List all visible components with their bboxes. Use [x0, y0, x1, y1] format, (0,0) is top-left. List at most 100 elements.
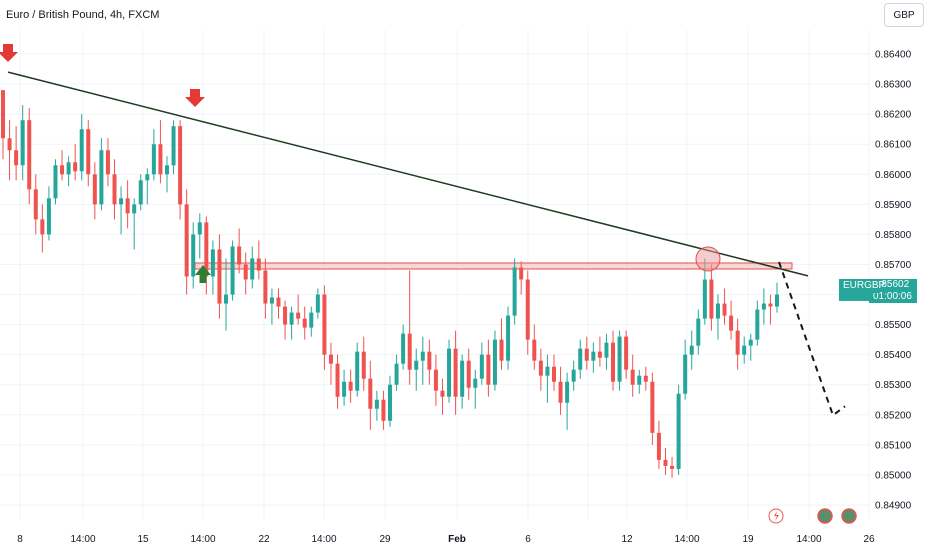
candle-body: [571, 369, 576, 382]
candle-body: [355, 351, 360, 391]
candle-body: [79, 129, 84, 172]
candle-body: [20, 120, 25, 166]
candle-body: [460, 360, 465, 397]
candle-body: [617, 336, 622, 382]
candles: [1, 90, 779, 478]
candle-body: [611, 342, 616, 382]
trendline-line: [7, 71, 809, 277]
candle-body: [604, 342, 609, 358]
candle-body: [151, 144, 156, 175]
candle-body: [46, 198, 51, 235]
price-tick-label: 0.85000: [875, 470, 912, 481]
candle-body: [53, 165, 58, 199]
currency-button[interactable]: GBP: [884, 3, 924, 27]
candle-body: [670, 465, 675, 469]
candle-body: [492, 339, 497, 385]
candle-body: [696, 318, 701, 346]
last-price-value: 0.85602: [873, 279, 910, 290]
price-tick-label: 0.86300: [875, 80, 912, 91]
candle-body: [715, 303, 720, 319]
price-tick-label: 0.85500: [875, 320, 912, 331]
candle-body: [748, 339, 753, 346]
time-tick-label: 14:00: [674, 534, 699, 545]
time-tick-label: 29: [379, 534, 391, 545]
candle-body: [132, 204, 137, 214]
candle-body: [551, 366, 556, 382]
candle-body: [112, 174, 117, 205]
candle-body: [296, 312, 301, 319]
candle-body: [289, 312, 294, 325]
price-tick-label: 0.85400: [875, 350, 912, 361]
candle-body: [676, 393, 681, 469]
candle-body: [269, 297, 274, 304]
candle-body: [440, 390, 445, 397]
candle-body: [237, 246, 242, 265]
candle-body: [532, 339, 537, 361]
trendline: [7, 71, 809, 277]
candle-body: [335, 363, 340, 397]
candle-body: [283, 306, 288, 325]
candle-body: [14, 150, 19, 166]
candle-body: [40, 219, 45, 235]
candle-body: [512, 267, 517, 316]
candle-body: [276, 297, 281, 307]
candle-body: [578, 348, 583, 370]
candle-body: [368, 378, 373, 409]
candle-body: [637, 375, 642, 385]
candle-body: [447, 348, 452, 397]
annotations: [0, 44, 870, 417]
candle-body: [263, 270, 268, 304]
candle-body: [309, 312, 314, 328]
candle-body: [322, 294, 327, 355]
candle-body: [171, 126, 176, 166]
countdown-value: 01:00:06: [873, 291, 912, 302]
candle-body: [761, 303, 766, 310]
candle-body: [453, 348, 458, 397]
candle-body: [388, 384, 392, 421]
candle-body: [519, 267, 524, 280]
candle-body: [729, 315, 734, 331]
price-tick-label: 0.85300: [875, 380, 912, 391]
price-tick-label: 0.85100: [875, 440, 912, 451]
price-tick-label: 0.86100: [875, 140, 912, 151]
time-tick-label: 14:00: [70, 534, 95, 545]
candle-body: [27, 120, 32, 190]
candle-body: [256, 258, 261, 271]
time-tick-label: 22: [258, 534, 270, 545]
time-tick-label: 8: [17, 534, 23, 545]
candle-body: [506, 315, 511, 361]
candle-body: [138, 180, 143, 205]
price-tick-label: 0.85900: [875, 200, 912, 211]
candle-body: [427, 351, 432, 370]
candle-body: [315, 294, 320, 313]
time-tick-label: 19: [742, 534, 754, 545]
projection-path: [778, 261, 846, 417]
candle-body: [204, 222, 209, 277]
time-axis: 8 14:00 15 14:00 22 14:00 29 Feb 6 12 14:00 19 14:00…: [17, 534, 875, 545]
candle-body: [525, 279, 530, 340]
candle-body: [197, 222, 202, 235]
candle-body: [105, 150, 110, 175]
candle-body: [663, 459, 668, 466]
candle-body: [768, 303, 773, 307]
candle-body: [210, 249, 215, 277]
candle-body: [650, 381, 655, 433]
candle-body: [401, 333, 406, 364]
candle-body: [656, 432, 661, 460]
candle-body: [178, 126, 183, 205]
candle-body: [158, 144, 163, 175]
candle-body: [735, 330, 740, 355]
candle-body: [545, 366, 550, 376]
price-tick-label: 0.84900: [875, 500, 912, 511]
candle-body: [709, 279, 714, 319]
candle-body: [348, 381, 353, 391]
candle-body: [33, 189, 38, 220]
price-tick-label: 0.86200: [875, 110, 912, 121]
price-tick-label: 0.85200: [875, 410, 912, 421]
time-tick-label: 14:00: [311, 534, 336, 545]
time-tick-label: Feb: [448, 534, 466, 545]
candle-body: [624, 336, 629, 370]
price-tick-label: 0.86000: [875, 170, 912, 181]
candle-body: [7, 138, 12, 151]
